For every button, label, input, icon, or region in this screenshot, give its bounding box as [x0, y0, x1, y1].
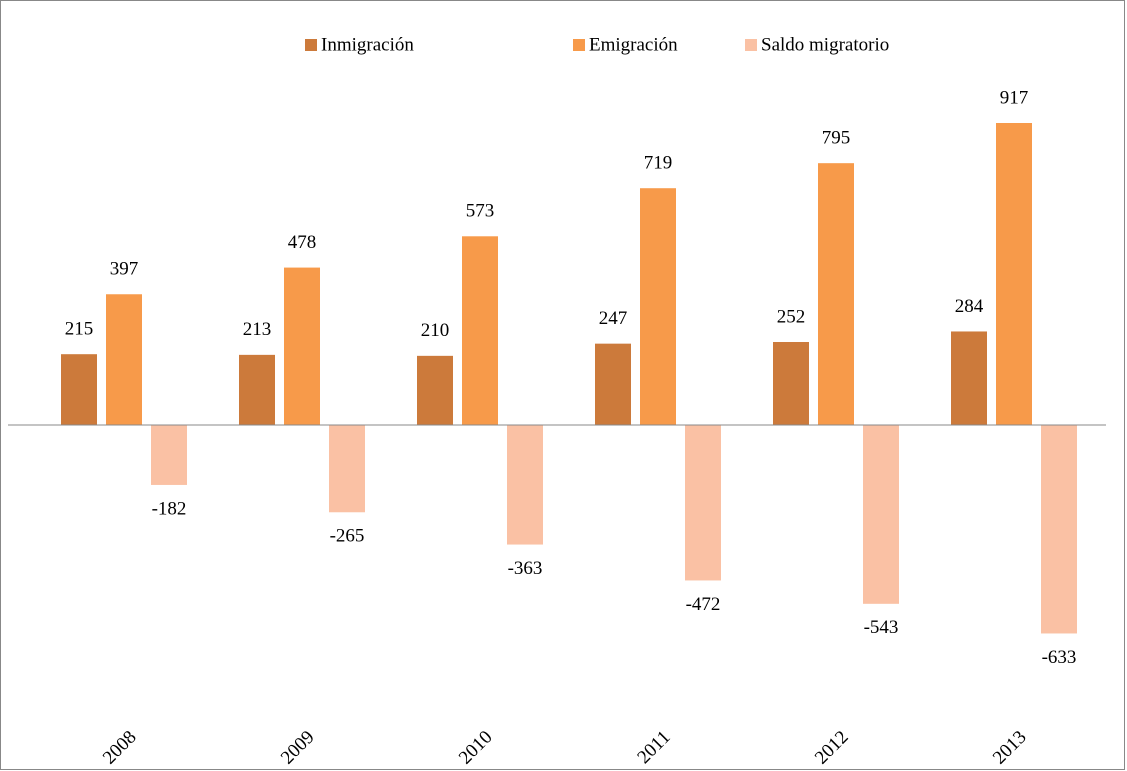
data-label: 573	[466, 201, 495, 222]
data-label: 284	[955, 296, 984, 317]
bar	[863, 425, 899, 604]
data-label: -265	[330, 526, 365, 547]
bar	[640, 188, 676, 425]
data-label: -182	[152, 498, 187, 519]
data-label: 397	[110, 259, 139, 280]
data-label: 795	[822, 128, 851, 149]
data-label: 252	[777, 306, 806, 327]
bar	[685, 425, 721, 581]
data-label: 210	[421, 320, 450, 341]
legend-swatch	[573, 39, 585, 51]
data-label: -633	[1042, 647, 1077, 668]
data-label: -472	[686, 594, 721, 615]
bar	[417, 355, 453, 425]
bar	[595, 343, 631, 425]
bar	[329, 425, 365, 513]
bar	[106, 294, 142, 425]
bar	[773, 342, 809, 425]
data-label: 478	[288, 232, 317, 253]
data-label: 215	[65, 319, 94, 340]
bar	[1041, 425, 1077, 634]
bar	[818, 163, 854, 426]
bar	[239, 354, 275, 425]
data-label: 917	[1000, 87, 1029, 108]
data-label: 213	[243, 319, 272, 340]
legend-label: Inmigración	[321, 34, 414, 55]
data-label: 719	[644, 153, 673, 174]
bar	[462, 236, 498, 425]
data-label: -363	[508, 558, 543, 579]
bar	[507, 425, 543, 545]
data-label: 247	[599, 308, 628, 329]
bar	[996, 123, 1032, 425]
legend-swatch	[745, 39, 757, 51]
bar	[61, 354, 97, 425]
bar	[284, 267, 320, 425]
bar	[951, 331, 987, 425]
legend-swatch	[305, 39, 317, 51]
data-label: -543	[864, 617, 899, 638]
legend-label: Saldo migratorio	[761, 34, 889, 55]
legend-label: Emigración	[589, 34, 678, 55]
bar	[151, 425, 187, 485]
